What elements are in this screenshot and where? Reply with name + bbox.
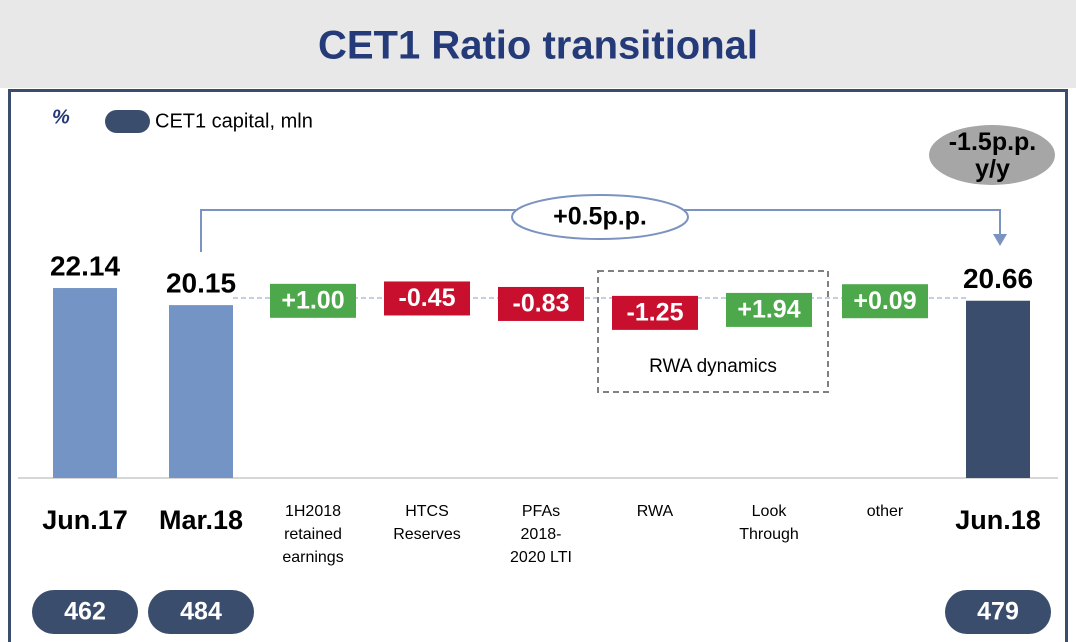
unit-label: % (52, 106, 70, 128)
capital-label: 479 (977, 598, 1019, 626)
title-band (0, 0, 1076, 88)
legend-swatch (105, 110, 150, 133)
capital-label: 462 (64, 598, 106, 626)
delta-box (726, 292, 812, 327)
value-label: +0.09 (853, 287, 916, 315)
annotation: RWA dynamics (649, 356, 777, 377)
capital-pill (148, 590, 254, 634)
value-label: +1.94 (737, 296, 800, 324)
delta-box (270, 283, 356, 318)
x-tick-label: 1H2018 retained earnings (282, 503, 344, 566)
x-tick-label: HTCS Reserves (393, 503, 461, 543)
delta-box (612, 295, 698, 330)
capital-pill (32, 590, 138, 634)
legend-label: CET1 capital, mln (155, 110, 313, 132)
x-tick-label: PFAs 2018-2020 LTI (510, 503, 572, 566)
capital-pill (945, 590, 1051, 634)
x-tick-label: Jun.17 (42, 505, 128, 535)
value-label: +1.00 (281, 286, 344, 314)
value-label: 20.15 (166, 268, 236, 299)
value-label: 20.66 (963, 263, 1033, 294)
value-label: -1.25 (627, 298, 684, 326)
rwa-box (597, 270, 829, 393)
annotation: +0.5p.p. (553, 203, 647, 231)
oval (929, 125, 1055, 185)
value-label: 22.14 (50, 250, 120, 281)
bar (169, 305, 233, 478)
bar (966, 300, 1030, 478)
arrow-head (993, 234, 1007, 246)
x-tick-label: other (866, 503, 904, 520)
chart-frame (8, 89, 1068, 642)
x-tick-label: Mar.18 (158, 505, 244, 535)
x-tick-label: Look Through (739, 503, 799, 543)
delta-box (842, 284, 928, 319)
bar (53, 288, 117, 478)
annotation: -1.5p.p. y/y (948, 128, 1037, 183)
delta-box (498, 286, 584, 321)
capital-label: 484 (180, 598, 222, 626)
chart-title: CET1 Ratio transitional (318, 24, 758, 68)
oval (511, 194, 689, 240)
x-tick-label: Jun.18 (955, 505, 1041, 535)
value-label: -0.83 (513, 290, 570, 318)
delta-box (384, 281, 470, 316)
x-tick-label: RWA (636, 503, 674, 520)
value-label: -0.45 (399, 284, 456, 312)
